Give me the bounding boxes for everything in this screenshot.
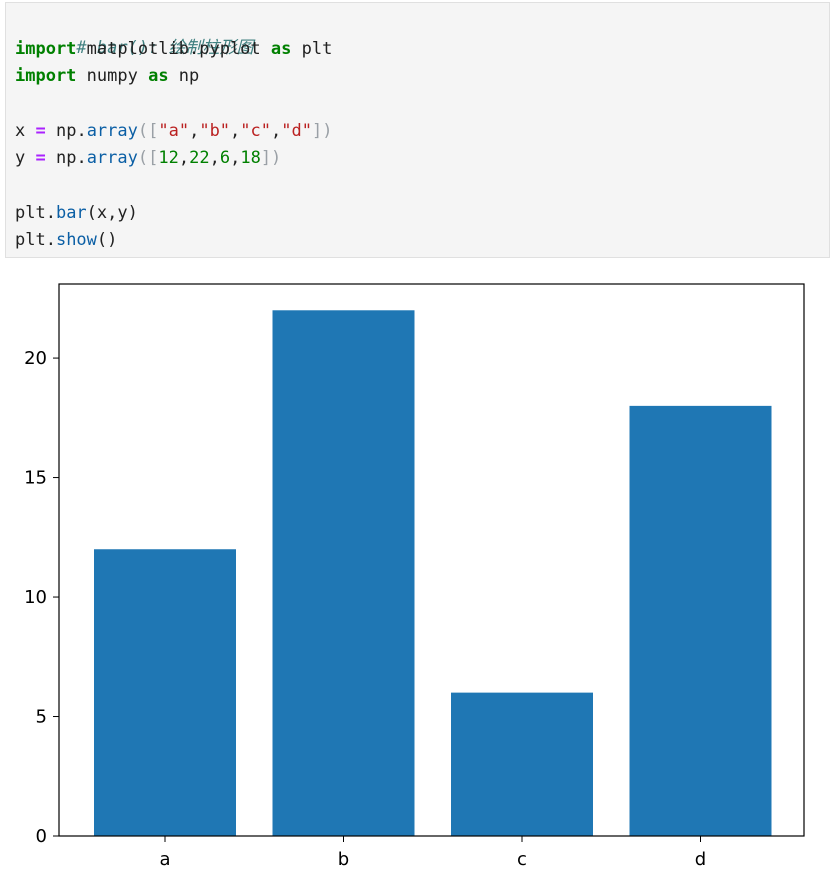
module-name: numpy <box>76 66 149 86</box>
x-tick-label-b: b <box>338 849 349 870</box>
bracket: ([ <box>137 148 159 168</box>
plot-output: a b c d 0 5 10 15 20 <box>0 262 831 886</box>
code-text: () <box>96 230 118 250</box>
alias-name: plt <box>291 39 333 59</box>
bar-b <box>272 310 415 836</box>
comment-text: # bar(): 绘制柱形图 <box>76 38 254 58</box>
bracket: ([ <box>137 121 159 141</box>
axes-layer: a b c d 0 5 10 15 20 <box>24 283 805 870</box>
bar-chart: a b c d 0 5 10 15 20 <box>24 283 805 870</box>
y-tick-label-15: 15 <box>24 468 47 489</box>
bar-d <box>629 405 772 836</box>
module-name: matplotlib.pyplot <box>76 39 271 59</box>
comma: , <box>230 148 241 168</box>
keyword: as <box>148 66 169 86</box>
comma: , <box>230 121 241 141</box>
code-line-comment: # bar(): 绘制柱形图 <box>15 8 253 58</box>
code-line-plt-bar: plt.bar(x,y) <box>15 200 138 227</box>
bar-c <box>451 692 593 836</box>
code-text: np. <box>45 148 87 168</box>
function-name: array <box>86 121 138 141</box>
x-tick-label-d: d <box>695 849 706 870</box>
comma: , <box>178 148 190 168</box>
code-text: np. <box>45 121 87 141</box>
operator: = <box>35 121 46 141</box>
code-line-import-numpy: import numpy as np <box>15 63 199 90</box>
keyword: as <box>270 39 292 59</box>
number-literal: 18 <box>240 148 261 168</box>
y-tick-label-10: 10 <box>24 587 47 608</box>
bracket: ]) <box>311 121 333 141</box>
x-tick-label-c: c <box>517 849 527 870</box>
string-literal: "d" <box>281 121 312 141</box>
x-tick-label-a: a <box>159 849 170 870</box>
variable: y <box>15 148 36 168</box>
string-literal: "c" <box>240 121 272 141</box>
y-tick-label-0: 0 <box>36 826 47 847</box>
alias-name: np <box>168 66 200 86</box>
comma: , <box>189 121 200 141</box>
function-name: array <box>86 148 138 168</box>
number-literal: 6 <box>219 148 231 168</box>
code-line-import-matplotlib: import matplotlib.pyplot as plt <box>15 36 332 63</box>
code-text: (x,y) <box>86 203 138 223</box>
comma: , <box>209 148 220 168</box>
keyword: import <box>15 39 77 59</box>
code-line-x-array: x = np.array(["a","b","c","d"]) <box>15 118 332 145</box>
plot-frame <box>58 283 805 837</box>
function-name: show <box>55 230 97 250</box>
bars-layer <box>94 310 772 836</box>
bracket: ]) <box>260 148 282 168</box>
number-literal: 12 <box>158 148 179 168</box>
function-name: bar <box>55 203 87 223</box>
operator: = <box>35 148 46 168</box>
code-text: plt. <box>15 203 56 223</box>
bar-a <box>94 549 236 836</box>
number-literal: 22 <box>189 148 210 168</box>
code-text: plt. <box>15 230 56 250</box>
y-tick-label-5: 5 <box>36 707 47 728</box>
keyword: import <box>15 66 77 86</box>
string-literal: "a" <box>158 121 190 141</box>
comma: , <box>271 121 282 141</box>
code-line-y-array: y = np.array([12,22,6,18]) <box>15 145 281 172</box>
code-cell[interactable]: # bar(): 绘制柱形图 import matplotlib.pyplot … <box>5 2 830 258</box>
variable: x <box>15 121 36 141</box>
code-line-plt-show: plt.show() <box>15 227 117 254</box>
y-tick-label-20: 20 <box>24 348 47 369</box>
string-literal: "b" <box>199 121 231 141</box>
